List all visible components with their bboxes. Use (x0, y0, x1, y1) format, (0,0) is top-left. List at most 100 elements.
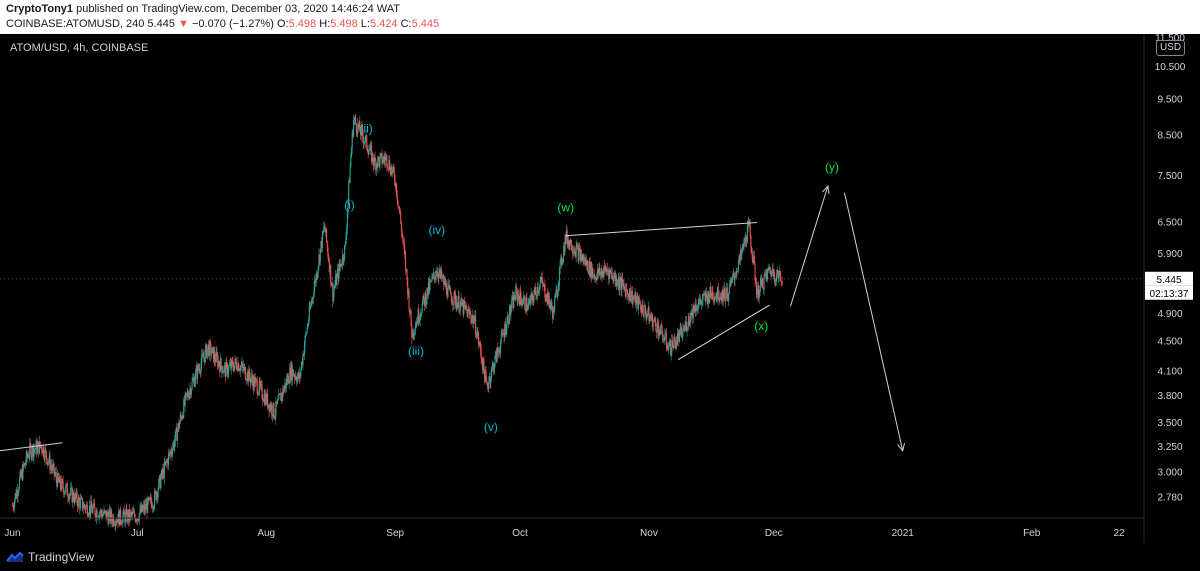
candle-body (407, 279, 409, 295)
candle-body (336, 274, 338, 286)
candle-body (732, 273, 734, 278)
chart-area[interactable]: (i) (ii) (iii) (iv) (v) (w) (x) (y) 11.500 10.50… (0, 33, 1200, 543)
candle-body (250, 378, 252, 383)
candle-body (149, 497, 152, 499)
candle-body (276, 400, 278, 404)
candle-body (122, 515, 124, 524)
candle-body (607, 271, 609, 272)
candle-body (573, 250, 575, 253)
candle-body (600, 270, 602, 273)
candle-body (257, 393, 259, 395)
candle-body (18, 478, 20, 490)
candle-body (203, 357, 205, 359)
candle-body (212, 347, 214, 349)
candle-body (651, 313, 653, 328)
candle-body (737, 271, 739, 272)
low-value: 5.424 (369, 18, 398, 30)
trendline[interactable] (0, 442, 63, 452)
candle-body (442, 276, 444, 278)
candle-body (651, 313, 653, 319)
candle-body (54, 472, 57, 474)
candle-body (639, 303, 641, 305)
author-name[interactable]: CryptoTony1 (6, 3, 74, 15)
candle-body (360, 126, 362, 136)
publish-info: CryptoTony1 published on TradingView.com… (6, 3, 400, 15)
candle-body (299, 373, 301, 376)
candle-body (90, 501, 92, 515)
candle-body (131, 512, 133, 516)
candle-body (613, 273, 615, 277)
candle-body (567, 240, 569, 244)
candle-body (253, 377, 256, 387)
candle-body (447, 285, 449, 298)
candle-body (752, 259, 754, 264)
down-arrow-icon: ▼ (178, 18, 189, 30)
candle-body (581, 254, 583, 261)
candle-body (276, 401, 278, 404)
trendline[interactable] (565, 221, 758, 237)
candle-body (345, 236, 347, 244)
candle-body (386, 155, 388, 166)
candle-body (397, 200, 399, 207)
candle-body (16, 490, 18, 498)
candle-body (20, 470, 23, 477)
candle-body (615, 276, 617, 286)
price-chart[interactable]: (i) (ii) (iii) (iv) (v) (w) (x) (y) 11.500 10.50… (0, 33, 1200, 543)
candle-body (272, 402, 274, 417)
candle-body (37, 441, 39, 445)
candle-body (251, 374, 253, 381)
candle-body (406, 269, 408, 280)
candle-body (136, 518, 138, 522)
candle-body (337, 268, 339, 275)
candle-body (71, 487, 73, 503)
candle-body (696, 309, 698, 311)
candle-body (402, 235, 404, 241)
arrow-head-icon (822, 185, 830, 195)
candle-body (420, 314, 422, 316)
candle-body (44, 449, 46, 460)
candle-body (36, 441, 38, 454)
candle-body (328, 261, 330, 273)
candle-body (721, 291, 723, 300)
candle-body (117, 519, 119, 524)
candle-body (529, 298, 531, 304)
candle-body (572, 250, 574, 254)
candle-body (355, 123, 357, 132)
candle-body (289, 368, 292, 381)
candle-body (12, 505, 14, 508)
candle-body (333, 288, 335, 292)
candle-body (231, 359, 233, 369)
candle-body (312, 296, 314, 298)
candle-body (684, 324, 686, 331)
candle-body (136, 519, 138, 522)
time-tick-label: Sep (386, 528, 404, 539)
candle-body (38, 441, 40, 454)
candle-body (486, 379, 488, 384)
candle-body (298, 373, 301, 379)
candle-body (122, 509, 124, 516)
candle-body (701, 300, 703, 305)
candle-body (394, 181, 396, 187)
tradingview-brand[interactable]: TradingView (6, 550, 94, 564)
candle-body (398, 206, 400, 208)
candle-body (589, 261, 591, 276)
projection-segment[interactable] (789, 185, 829, 307)
candle-body (93, 502, 95, 508)
candle-body (513, 294, 515, 308)
candle-body (165, 461, 167, 462)
candle-body (671, 340, 673, 352)
time-axis: Jun Jul Aug Sep Oct Nov Dec 2021 Feb 22 (4, 528, 1125, 539)
candle-body (252, 380, 254, 389)
trendline[interactable] (677, 304, 770, 361)
projection-segment[interactable] (843, 192, 904, 451)
candle-body (775, 273, 778, 281)
candle-body (647, 307, 649, 315)
candle-body (207, 344, 209, 350)
candle-body (194, 371, 197, 381)
candle-body (294, 375, 296, 378)
currency-button[interactable]: USD (1156, 40, 1185, 56)
candle-body (547, 292, 549, 304)
candle-body (763, 276, 765, 290)
candle-body (321, 241, 323, 249)
wave-label: (i) (344, 198, 355, 212)
